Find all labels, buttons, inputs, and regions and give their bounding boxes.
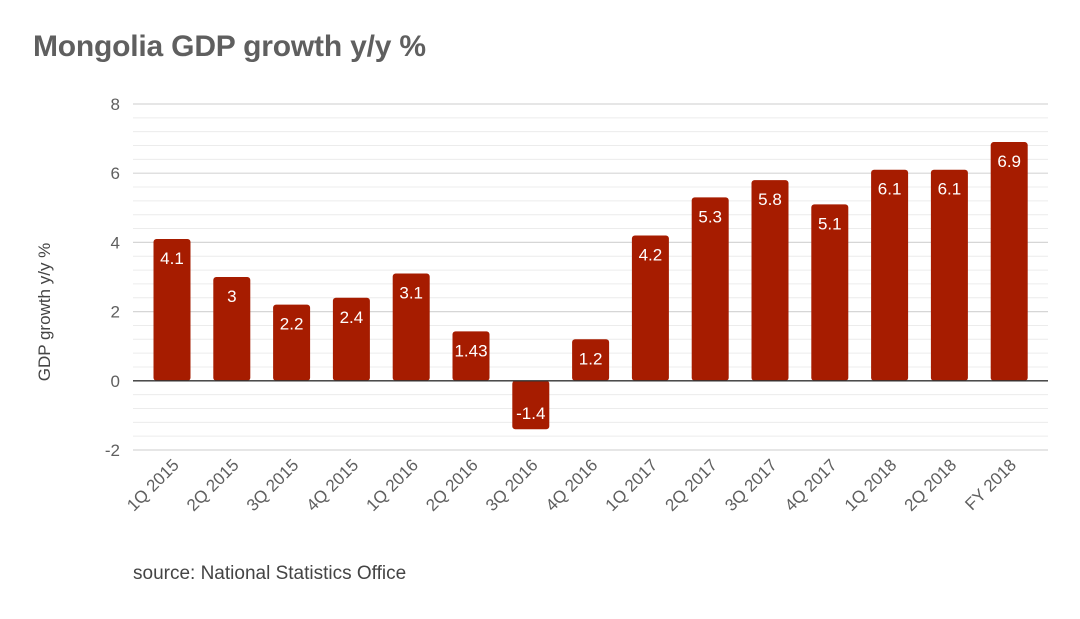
data-label: 5.3 [698, 207, 722, 226]
x-tick-label: 3Q 2017 [721, 455, 781, 515]
x-tick-label: 4Q 2017 [781, 455, 841, 515]
bar [452, 331, 490, 381]
data-label: 5.8 [758, 190, 782, 209]
x-tick-label: 4Q 2016 [542, 455, 602, 515]
x-tick-label: FY 2018 [961, 455, 1020, 514]
bar [871, 169, 909, 381]
x-tick-label: 4Q 2015 [303, 455, 363, 515]
data-label: 6.1 [878, 180, 902, 199]
x-tick-label: 2Q 2016 [422, 455, 482, 515]
data-label: 4.2 [639, 245, 663, 264]
data-labels: 4.1 3 2.2 2.4 3.1 1.43 -1.4 1.2 4.2 5.3 5.8 5.1 6.1 6… [160, 152, 1021, 423]
x-tick-label: 3Q 2015 [243, 455, 303, 515]
x-tick-label: 2Q 2015 [183, 455, 243, 515]
bar [691, 197, 729, 381]
bar [213, 277, 251, 381]
data-label: 3.1 [399, 284, 423, 303]
bar [572, 339, 610, 381]
bar [631, 235, 669, 381]
x-tick-label: 1Q 2017 [602, 455, 662, 515]
bar [990, 142, 1028, 381]
data-label: 2.4 [340, 308, 364, 327]
y-axis-ticks: -2 0 2 4 6 8 [105, 95, 120, 460]
data-label: -1.4 [516, 404, 545, 423]
y-tick-label: 4 [111, 233, 120, 252]
x-axis-ticks: 1Q 2015 2Q 2015 3Q 2015 4Q 2015 1Q 2016 2Q 20… [123, 455, 1020, 515]
bar [332, 297, 370, 381]
data-label: 1.2 [579, 349, 603, 368]
data-label: 1.43 [454, 341, 487, 360]
bar [392, 273, 430, 381]
data-label: 5.1 [818, 214, 842, 233]
bar [273, 304, 311, 381]
data-label: 4.1 [160, 249, 184, 268]
bar [811, 204, 849, 381]
x-tick-label: 3Q 2016 [482, 455, 542, 515]
source-note: source: National Statistics Office [133, 563, 407, 584]
data-label: 3 [227, 287, 236, 306]
y-tick-label: -2 [105, 441, 120, 460]
data-label: 6.9 [997, 152, 1021, 171]
y-axis-label: GDP growth y/y % [35, 243, 54, 382]
bar [930, 169, 968, 381]
bar [153, 238, 191, 381]
x-tick-label: 1Q 2018 [841, 455, 901, 515]
x-tick-label: 2Q 2018 [901, 455, 961, 515]
x-tick-label: 2Q 2017 [661, 455, 721, 515]
bar [512, 380, 550, 430]
y-tick-label: 2 [111, 303, 120, 322]
y-tick-label: 6 [111, 164, 120, 183]
x-tick-label: 1Q 2015 [123, 455, 183, 515]
bar [751, 180, 789, 381]
data-label: 6.1 [938, 180, 962, 199]
y-tick-label: 8 [111, 95, 120, 114]
x-tick-label: 1Q 2016 [362, 455, 422, 515]
data-label: 2.2 [280, 315, 304, 334]
chart-title: Mongolia GDP growth y/y % [33, 30, 426, 63]
bars [153, 142, 1028, 430]
y-tick-label: 0 [111, 372, 120, 391]
gridlines [133, 103, 1048, 451]
